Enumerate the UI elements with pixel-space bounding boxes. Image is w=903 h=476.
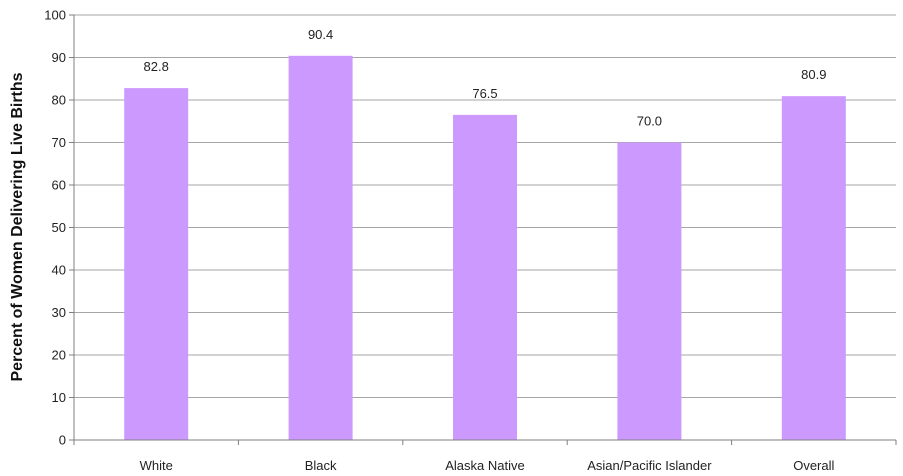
bar: [781, 96, 846, 441]
y-tick-label: 50: [52, 220, 66, 235]
bars: [124, 55, 846, 441]
y-tick-label: 30: [52, 305, 66, 320]
data-label: 80.9: [801, 67, 826, 82]
y-tick-label: 90: [52, 50, 66, 65]
y-tick-label: 80: [52, 93, 66, 108]
bar: [124, 88, 189, 440]
x-tick-labels: White Black Alaska Native Asian/Pacific Isl…: [140, 458, 835, 473]
y-tick-label: 40: [52, 263, 66, 278]
bar: [453, 114, 517, 440]
data-labels: 82.8 90.4 76.5 70.0 80.9: [144, 27, 827, 129]
y-axis-title: Percent of Women Delivering Live Births: [9, 72, 26, 381]
y-tick-label: 60: [52, 178, 66, 193]
y-tick-label: 10: [52, 390, 66, 405]
x-tick-label: Asian/Pacific Islander: [587, 458, 712, 473]
y-tick-label: 70: [52, 135, 66, 150]
data-label: 90.4: [308, 27, 333, 42]
y-tick-label: 0: [59, 433, 66, 448]
x-tick-label: Alaska Native: [445, 458, 524, 473]
y-tick-label: 20: [52, 348, 66, 363]
bar: [617, 142, 682, 440]
x-tick-label: Overall: [793, 458, 834, 473]
data-label: 70.0: [637, 114, 662, 129]
x-tick-label: White: [140, 458, 173, 473]
bar: [288, 55, 353, 441]
x-tick-label: Black: [305, 458, 337, 473]
y-tick-label: 100: [44, 8, 66, 23]
axes: [69, 14, 897, 445]
y-tick-labels: 0 10 20 30 40 50 60 70 80 90 100: [44, 8, 66, 448]
data-label: 76.5: [472, 86, 497, 101]
data-label: 82.8: [144, 59, 169, 74]
